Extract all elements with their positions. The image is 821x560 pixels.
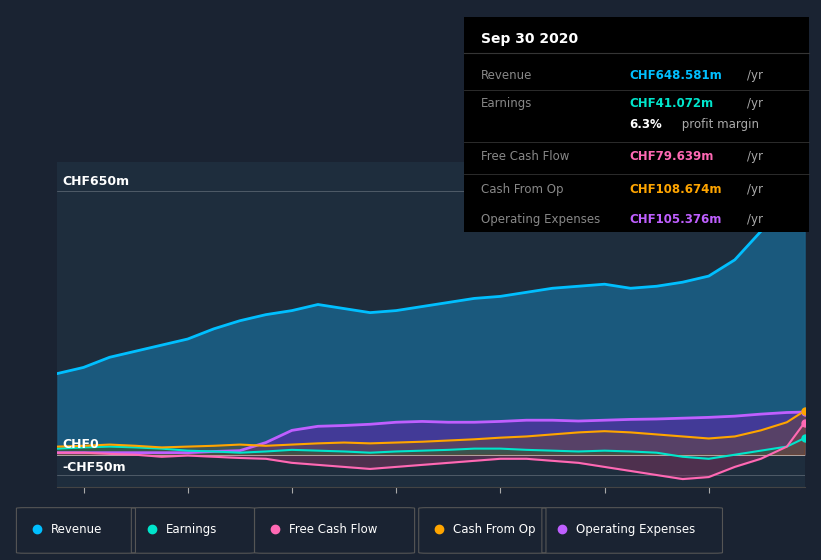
Text: CHF0: CHF0 [62,438,99,451]
Text: 6.3%: 6.3% [630,118,662,131]
Text: Revenue: Revenue [51,522,103,536]
Text: CHF108.674m: CHF108.674m [630,183,722,196]
Text: Sep 30 2020: Sep 30 2020 [481,32,578,46]
Text: CHF650m: CHF650m [62,175,130,188]
Text: /yr: /yr [746,68,763,82]
Text: Operating Expenses: Operating Expenses [481,213,600,226]
Text: /yr: /yr [746,151,763,164]
Text: Earnings: Earnings [166,522,218,536]
Text: CHF105.376m: CHF105.376m [630,213,722,226]
Text: Free Cash Flow: Free Cash Flow [289,522,378,536]
Text: Revenue: Revenue [481,68,533,82]
Text: -CHF50m: -CHF50m [62,461,126,474]
Text: /yr: /yr [746,96,763,110]
Text: Operating Expenses: Operating Expenses [576,522,695,536]
Text: Free Cash Flow: Free Cash Flow [481,151,570,164]
Text: Earnings: Earnings [481,96,533,110]
Text: /yr: /yr [746,183,763,196]
Text: profit margin: profit margin [677,118,759,131]
Text: Cash From Op: Cash From Op [481,183,563,196]
Text: /yr: /yr [746,213,763,226]
Text: Cash From Op: Cash From Op [453,522,535,536]
Text: CHF648.581m: CHF648.581m [630,68,722,82]
Text: CHF79.639m: CHF79.639m [630,151,713,164]
Text: CHF41.072m: CHF41.072m [630,96,713,110]
